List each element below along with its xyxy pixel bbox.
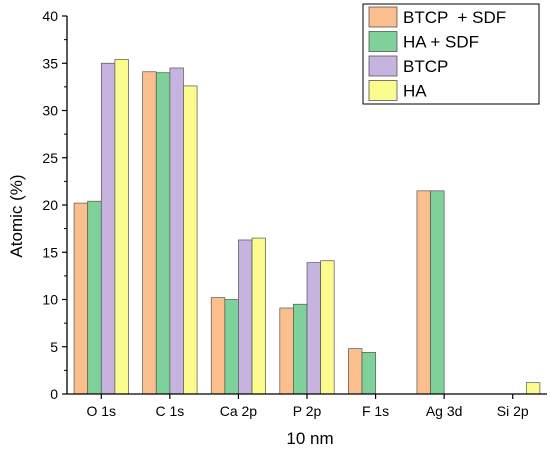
x-axis-label: 10 nm: [286, 429, 333, 448]
x-tick-label-ca-2p: Ca 2p: [220, 403, 258, 419]
legend-label-btcp-sdf: BTCP + SDF: [403, 8, 506, 27]
bar-ha-sdf-o-1s: [87, 200, 102, 395]
bar-ha-si-2p: [525, 382, 541, 395]
bar-btcp-c-1s: [169, 67, 184, 395]
legend-swatch-btcp: [368, 55, 398, 77]
bar-ha-sdf-c-1s: [155, 72, 171, 395]
y-tick-label: 20: [42, 197, 58, 213]
bar-btcp-p-2p: [306, 262, 321, 395]
legend-swatch-btcp-sdf: [368, 6, 398, 28]
bar-ha-ca-2p: [251, 237, 266, 395]
x-tick-label-c-1s: C 1s: [155, 403, 184, 419]
bar-ha-sdf-ag-3d: [430, 190, 445, 395]
legend-label-btcp: BTCP: [403, 57, 448, 76]
y-tick-label: 25: [42, 150, 58, 166]
axes-layer: 0 5 10 15 20 25 30 35 40 O 1s C 1s Ca 2p P 2p F 1s Ag …: [42, 8, 547, 419]
bar-btcp-sdf-o-1s: [73, 202, 89, 395]
y-tick-label: 40: [42, 8, 58, 24]
legend-swatch-ha-sdf: [368, 31, 398, 52]
bar-btcp-sdf-ag-3d: [416, 190, 431, 395]
bar-btcp-sdf-ca-2p: [210, 297, 226, 395]
bar-btcp-sdf-c-1s: [142, 71, 157, 395]
y-tick-label: 0: [50, 386, 58, 402]
y-tick-label: 5: [50, 339, 58, 355]
bars-layer: [73, 59, 541, 395]
x-tick-label-ag-3d: Ag 3d: [426, 403, 463, 419]
x-tick-label-o-1s: O 1s: [86, 403, 116, 419]
x-tick-label-p-2p: P 2p: [293, 403, 322, 419]
bar-btcp-ca-2p: [238, 239, 253, 395]
bar-ha-p-2p: [320, 260, 335, 395]
legend-swatch-ha: [368, 80, 398, 101]
y-tick-label: 10: [42, 292, 58, 308]
x-tick-label-f-1s: F 1s: [362, 403, 389, 419]
x-tick-label-si-2p: Si 2p: [497, 403, 529, 419]
legend: BTCP + SDF HA + SDF BTCP HA: [362, 3, 540, 105]
bar-ha-sdf-f-1s: [361, 352, 376, 395]
bar-btcp-o-1s: [100, 62, 116, 395]
y-tick-label: 30: [42, 103, 58, 119]
bar-btcp-sdf-p-2p: [279, 307, 294, 395]
bar-btcp-sdf-f-1s: [348, 348, 363, 395]
y-tick-label: 15: [42, 244, 58, 260]
bar-ha-o-1s: [114, 59, 129, 395]
legend-label-ha: HA: [403, 82, 427, 101]
legend-label-ha-sdf: HA + SDF: [403, 33, 479, 52]
bar-ha-sdf-p-2p: [293, 303, 308, 395]
y-axis-label: Atomic (%): [7, 174, 26, 257]
bar-ha-c-1s: [183, 85, 198, 395]
y-tick-label: 35: [42, 55, 58, 71]
bar-ha-sdf-ca-2p: [224, 299, 239, 395]
